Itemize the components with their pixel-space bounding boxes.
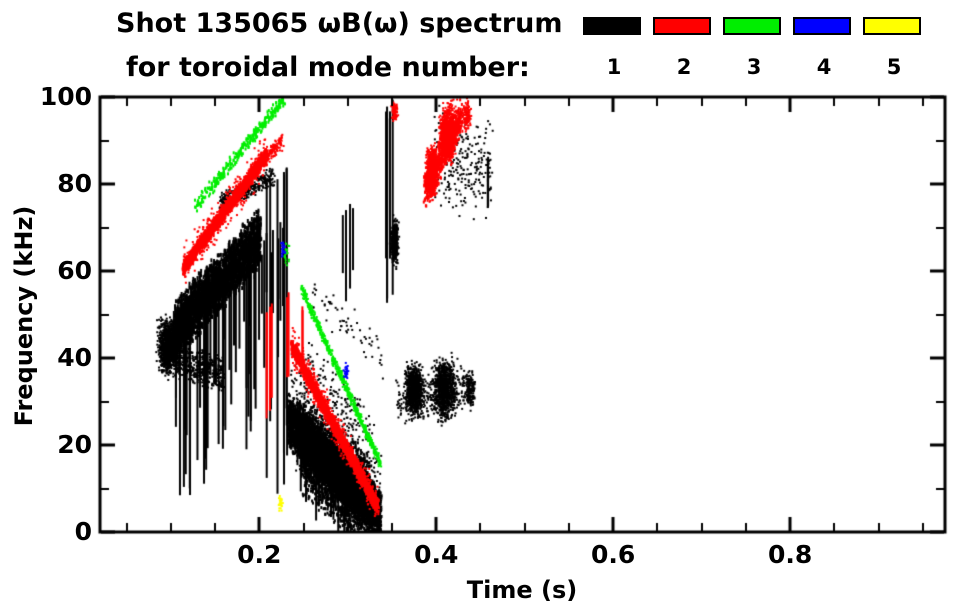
legend-swatch-mode-5 bbox=[863, 17, 921, 35]
legend-label-mode-3: 3 bbox=[746, 55, 762, 79]
x-axis-label: Time (s) bbox=[466, 576, 578, 604]
y-tick-label: 40 bbox=[57, 343, 92, 372]
legend-label-mode-5: 5 bbox=[886, 55, 902, 79]
x-tick-label: 0.8 bbox=[768, 540, 813, 569]
legend-label-mode-1: 1 bbox=[606, 55, 622, 79]
legend-label-mode-2: 2 bbox=[676, 55, 692, 79]
x-tick-label: 0.2 bbox=[237, 540, 282, 569]
plot-title-line2: for toroidal mode number: bbox=[126, 52, 530, 83]
legend-swatch-mode-3 bbox=[723, 17, 781, 35]
y-tick-label: 0 bbox=[74, 517, 92, 546]
y-tick-label: 80 bbox=[57, 169, 92, 198]
plot-title-line1: Shot 135065 ωB(ω) spectrum bbox=[116, 8, 563, 39]
legend-swatch-mode-1 bbox=[583, 17, 641, 35]
y-tick-label: 100 bbox=[39, 82, 92, 111]
legend-swatch-mode-2 bbox=[653, 17, 711, 35]
x-tick-label: 0.4 bbox=[414, 540, 459, 569]
x-tick-label: 0.6 bbox=[591, 540, 636, 569]
y-tick-label: 60 bbox=[57, 256, 92, 285]
y-axis-label: Frequency (kHz) bbox=[10, 205, 38, 427]
y-tick-label: 20 bbox=[57, 430, 92, 459]
legend-label-mode-4: 4 bbox=[816, 55, 832, 79]
legend-swatch-mode-4 bbox=[793, 17, 851, 35]
